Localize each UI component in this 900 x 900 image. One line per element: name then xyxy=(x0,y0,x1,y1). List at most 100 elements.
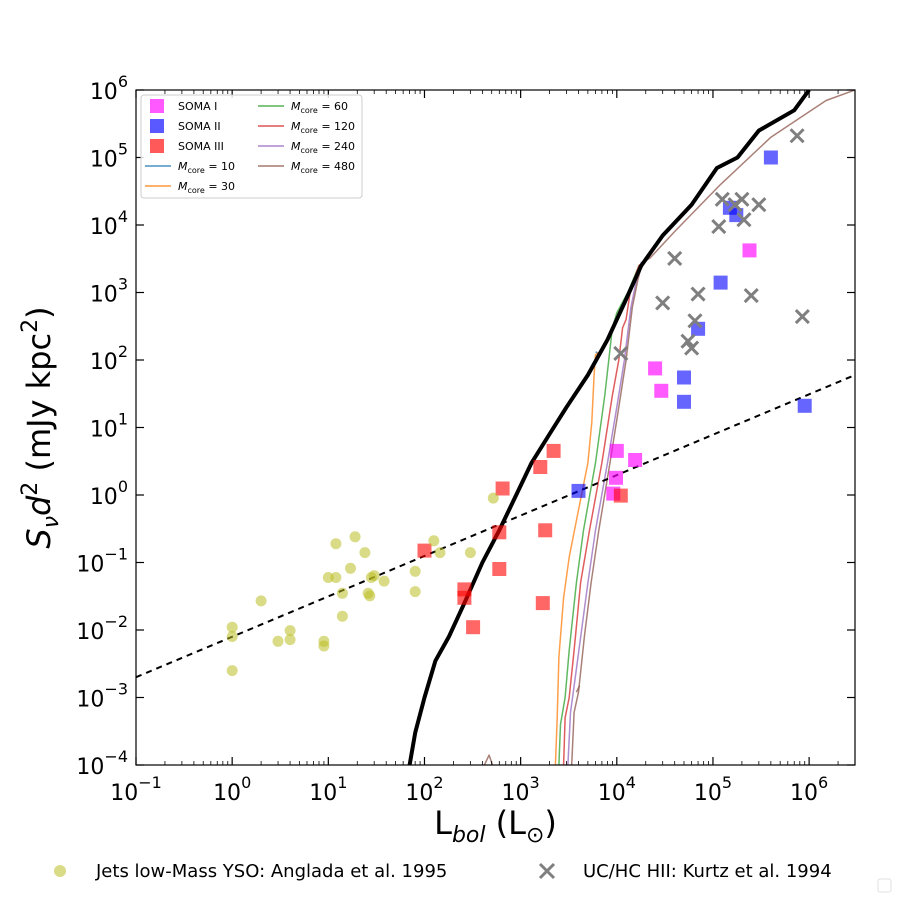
data-point xyxy=(613,345,629,362)
data-point xyxy=(272,635,284,647)
data-point xyxy=(464,547,476,559)
legend-label: SOMA I xyxy=(178,100,217,113)
data-point xyxy=(417,543,432,558)
data-point xyxy=(667,250,683,266)
data-point xyxy=(378,575,390,587)
series-line-m-core-480-low-branch xyxy=(483,754,494,765)
series-line-m-core-480 xyxy=(570,90,855,765)
data-point xyxy=(409,565,421,577)
legend-item: SOMA III xyxy=(150,139,224,153)
corner-box xyxy=(877,878,892,893)
y-tick-label: 10−1 xyxy=(76,545,128,578)
series-line-m-core-120 xyxy=(562,259,647,765)
x-tick-label: 102 xyxy=(405,773,443,806)
data-point xyxy=(711,218,727,235)
data-point xyxy=(359,547,371,559)
series-soma-i xyxy=(606,243,757,501)
x-tick-label: 100 xyxy=(213,773,251,806)
x-tick-label: 103 xyxy=(502,773,540,806)
legend-label: Mcore = 480 xyxy=(291,160,355,175)
y-tick-label: 104 xyxy=(90,207,128,240)
legend-label: UC/HC HII: Kurtz et al. 1994 xyxy=(583,861,832,882)
data-point xyxy=(648,361,663,376)
data-point xyxy=(364,590,376,602)
data-point xyxy=(736,212,752,228)
legend-item: Mcore = 480 xyxy=(258,160,355,175)
series-line-m-core-480-mid xyxy=(575,685,581,693)
data-point xyxy=(322,572,334,583)
data-point xyxy=(613,488,628,503)
data-point xyxy=(655,295,671,311)
y-tick-label: 105 xyxy=(90,140,128,173)
data-point xyxy=(734,191,750,207)
data-point xyxy=(533,460,548,474)
data-point xyxy=(789,128,805,144)
legend-label: SOMA III xyxy=(178,140,224,153)
legend-box xyxy=(140,94,363,199)
data-point xyxy=(628,453,643,467)
x-tick-label: 101 xyxy=(309,773,347,806)
data-point xyxy=(492,525,507,540)
y-tick-label: 10−3 xyxy=(76,680,128,713)
y-tick-label: 101 xyxy=(90,410,128,443)
data-point xyxy=(677,394,691,409)
data-point xyxy=(751,197,767,213)
data-point xyxy=(336,587,348,599)
x-tick-label: 10−1 xyxy=(110,773,162,806)
legend-swatch xyxy=(150,119,164,133)
axis-ticks: 10−1 100 101 102 103 104 105 106 10−4 10−3 10−2 10−… xyxy=(76,72,856,806)
data-point xyxy=(609,470,623,485)
legend-item: SOMA II xyxy=(150,119,221,133)
legend-label: Mcore = 30 xyxy=(178,180,235,195)
data-point xyxy=(691,321,706,336)
legend-swatch xyxy=(150,139,164,153)
data-point xyxy=(487,492,499,504)
data-point xyxy=(677,370,691,385)
legend-label: Mcore = 10 xyxy=(178,160,235,175)
data-point xyxy=(713,275,728,290)
data-point xyxy=(797,398,812,413)
x-tick-label: 105 xyxy=(694,773,732,806)
legend-label: Jets low-Mass YSO: Anglada et al. 1995 xyxy=(95,861,447,882)
legend-label: Mcore = 60 xyxy=(291,100,348,115)
data-point xyxy=(546,443,561,458)
x-tick-label: 106 xyxy=(790,773,828,806)
data-point xyxy=(284,625,296,637)
data-point xyxy=(794,309,810,325)
x-tick-label: 104 xyxy=(598,773,636,806)
legend-swatch xyxy=(150,99,164,113)
series-soma-iii xyxy=(417,443,628,635)
y-tick-label: 100 xyxy=(90,477,128,510)
bottom-legend-item: UC/HC HII: Kurtz et al. 1994 xyxy=(538,861,832,882)
series-jets-low-mass-yso-anglada-et-al-1995 xyxy=(226,492,499,677)
data-point xyxy=(284,634,296,646)
data-point xyxy=(763,150,778,165)
series-line-black xyxy=(407,90,811,765)
data-point xyxy=(538,523,553,538)
data-point xyxy=(318,640,330,652)
legend-item: Mcore = 60 xyxy=(258,100,348,115)
legend-label: Mcore = 120 xyxy=(291,120,355,135)
data-point xyxy=(742,243,757,258)
data-point xyxy=(743,288,759,304)
legend: SOMA I SOMA II SOMA III Mcore = 10 Mcore = 3… xyxy=(140,94,363,199)
axis-titles: Lbol (L⊙) Sνd2 (mJy kpc2) xyxy=(18,306,557,848)
data-point xyxy=(330,538,342,550)
plot-area xyxy=(136,90,855,765)
data-point xyxy=(492,562,507,576)
data-point xyxy=(409,586,421,598)
x-axis-title: Lbol (L⊙) xyxy=(434,804,557,848)
data-point xyxy=(345,562,356,574)
data-point xyxy=(714,191,730,207)
data-point xyxy=(368,570,380,582)
bottom-legend: Jets low-Mass YSO: Anglada et al. 1995 UC… xyxy=(54,861,832,882)
data-point xyxy=(434,547,446,559)
data-point xyxy=(330,572,342,583)
data-point xyxy=(571,483,586,498)
data-point xyxy=(226,621,238,633)
data-point xyxy=(336,610,348,622)
bottom-legend-item: Jets low-Mass YSO: Anglada et al. 1995 xyxy=(54,861,447,882)
data-point xyxy=(457,590,472,605)
legend-item: Mcore = 30 xyxy=(145,180,235,195)
